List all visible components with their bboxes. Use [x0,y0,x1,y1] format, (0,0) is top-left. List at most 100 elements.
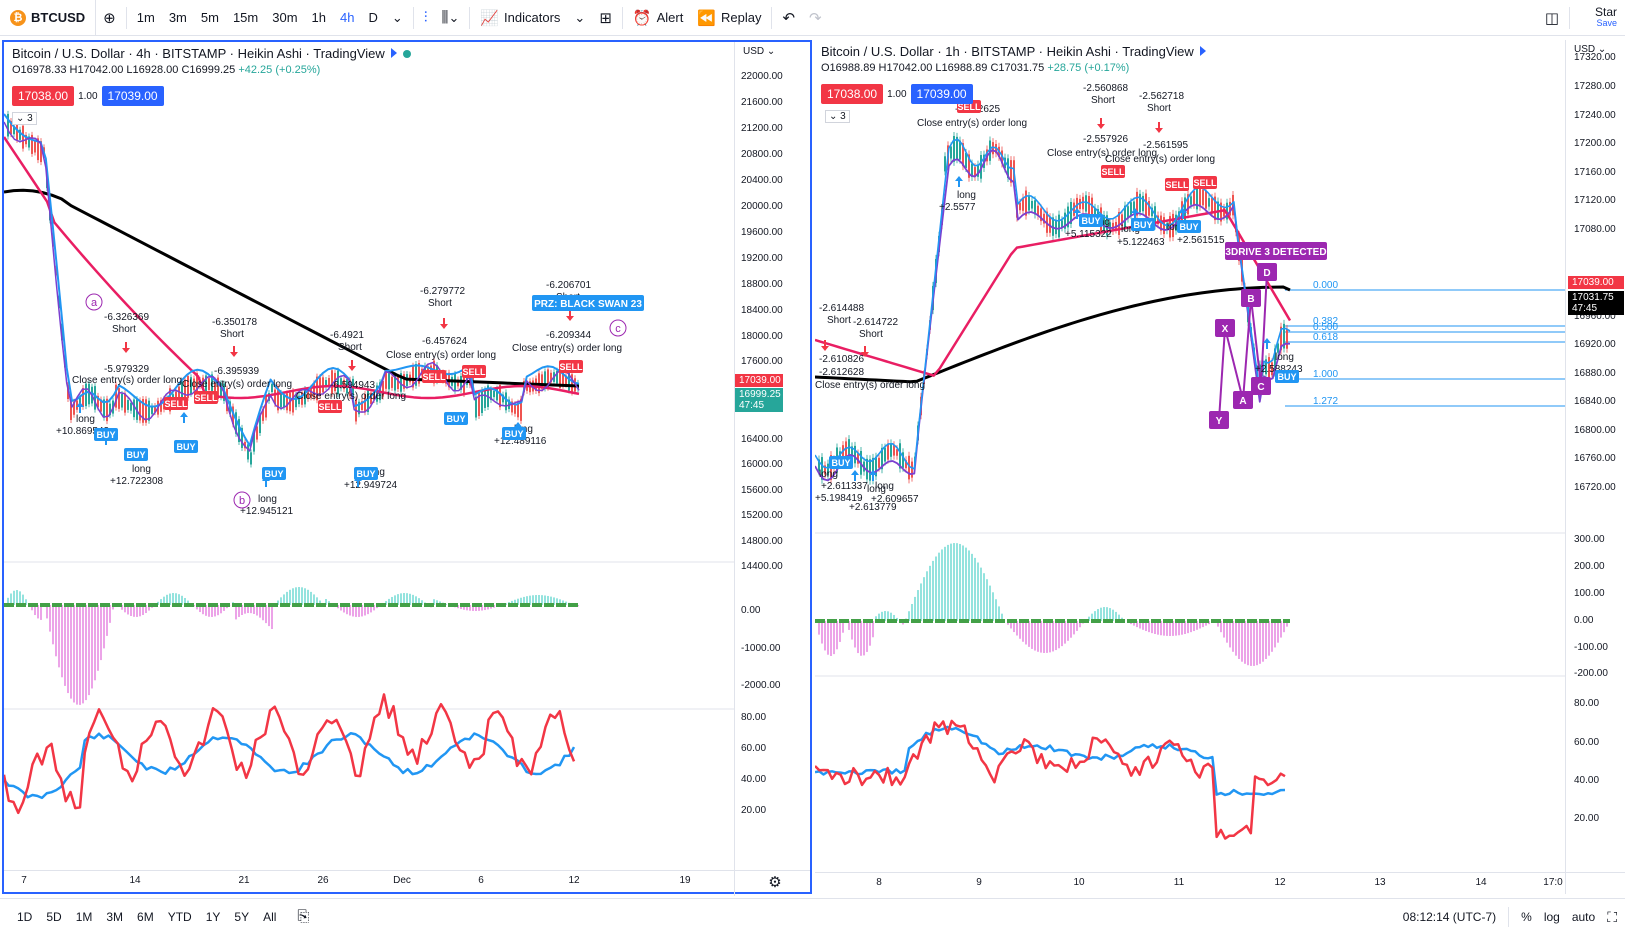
strategy-label: long [1167,222,1186,233]
interval-15m[interactable]: 15m [232,10,259,25]
flag-icon[interactable] [390,48,397,58]
buy-tag-label: BUY [176,442,195,452]
range-button-5y[interactable]: 5Y [234,909,250,924]
range-button-3m[interactable]: 3M [106,909,124,924]
strategy-value: +5.198419 [815,493,863,504]
settings-gear-button[interactable]: ⚙ [762,872,788,892]
interval-dropdown[interactable]: ⌄ [385,0,410,35]
candle-body [905,460,907,469]
redo-button[interactable]: ↷ [802,0,829,35]
interval-5m[interactable]: 5m [200,10,219,25]
candle-body [181,381,183,401]
undo-button[interactable]: ↶ [775,0,802,35]
time-axis-label: 12 [1274,877,1286,888]
candle-body [367,389,369,413]
candle-body [475,396,477,418]
buy-tag-label: BUY [1277,372,1296,382]
candle-body [499,384,501,408]
percent-toggle[interactable]: % [1521,910,1532,924]
candle-body [1133,201,1135,210]
spread-value: 1.00 [887,88,907,100]
strategy-label: Close entry(s) order long [917,118,1027,129]
interval-1m[interactable]: 1m [136,10,155,25]
sell-tag [1165,178,1189,191]
range-button-6m[interactable]: 6M [137,909,154,924]
strategy-label: long [875,481,894,492]
range-button-1d[interactable]: 1D [17,909,33,924]
save-layout-button[interactable]: Star Save [1573,6,1625,29]
candle-body [911,461,913,478]
sell-quote[interactable]: 17038.00 [821,84,884,104]
flag-icon[interactable] [1199,46,1206,56]
buy-tag [262,467,286,480]
bar-style-button[interactable]: ⫶ [417,0,435,35]
alert-button[interactable]: ⏰ Alert [626,0,690,35]
long-arrow-head [851,470,859,475]
indicators-dropdown[interactable]: ⌄ [567,0,592,35]
candle-body [1205,190,1207,209]
price-axis-label: 20000.00 [741,201,783,212]
currency-label[interactable]: USD ⌄ [743,46,776,57]
buy-quote[interactable]: 17039.00 [910,84,973,104]
range-button-5d[interactable]: 5D [46,909,62,924]
strategy-label: long [258,494,277,505]
short-arrow-head [821,346,829,351]
price-axis-4h[interactable]: USD ⌄ 22000.00 21600.00 21200.00 20800.00 20… [734,42,810,896]
chart-type-button[interactable]: ⫼ ⌄ [435,0,467,35]
price-axis-1h[interactable]: USD ⌄ 17320.00 17280.00 17240.00 17200.00 17… [1565,40,1625,894]
pattern-point-label: X [1222,324,1229,335]
pattern-point-label: D [1263,268,1270,279]
time-axis-4h[interactable]: 7 14 21 26 Dec 6 12 19 [4,870,810,892]
range-button-ytd[interactable]: YTD [167,909,192,924]
candle-body [541,374,543,389]
buy-tag [1131,218,1155,231]
candle-body [565,375,567,385]
chart-pane-1h[interactable]: 0.000 0.382 0.500 0.618 1.000 1.272 3DRIVE 3 D… [815,40,1625,894]
indicator-count[interactable]: ⌄ 3 [825,110,850,123]
sell-tag [422,370,446,383]
sell-quote[interactable]: 17038.00 [12,86,75,106]
auto-toggle[interactable]: auto [1571,910,1596,924]
pattern-point [1241,289,1261,307]
symbol-search[interactable]: ₿ BTCUSD [0,0,97,35]
strategy-value: +2.609657 [871,494,919,505]
candle-body [1208,198,1210,207]
log-toggle[interactable]: log [1543,910,1560,924]
date-range-button[interactable]: ⎘ [297,908,309,925]
fit-screen-button[interactable]: ⛶ [1607,909,1617,926]
interval-30m[interactable]: 30m [272,10,298,25]
candle-body [1040,208,1042,222]
long-arrow-head [1131,208,1139,213]
symbol-label: BTCUSD [31,10,86,25]
interval-4h[interactable]: 4h [340,10,355,25]
range-button-1y[interactable]: 1Y [205,909,221,924]
buy-quote[interactable]: 17039.00 [101,86,164,106]
range-buttons: 1D 5D 1M 3M 6M YTD 1Y 5Y All [0,910,283,924]
price-axis-label: 17600.00 [741,356,783,367]
compare-button[interactable]: ⊕ [96,0,123,35]
chart-pane-4h[interactable]: -6.326369 Short -5.979329 Close entry(s) or… [2,40,812,896]
interval-d[interactable]: D [368,10,378,25]
fib-level-label: 1.272 [1313,396,1338,407]
buy-tag-label: BUY [96,430,115,440]
replay-button[interactable]: ⏪ Replay [690,0,768,35]
candle-body [133,399,135,418]
clock-readout[interactable]: 08:12:14 (UTC-7) [1402,910,1497,924]
range-button-all[interactable]: All [263,909,277,924]
oscillator-axis-label: -2000.00 [741,680,781,691]
wave-label: b [239,495,245,507]
currency-label[interactable]: USD ⌄ [1574,44,1607,55]
range-button-1m[interactable]: 1M [75,909,93,924]
time-axis-1h[interactable]: 8 9 10 11 12 13 14 17:0 [815,872,1625,894]
indicator-count[interactable]: ⌄ 3 [12,112,37,125]
interval-3m[interactable]: 3m [168,10,187,25]
candle-body [394,375,396,391]
interval-1h[interactable]: 1h [311,10,326,25]
candle-body [31,134,33,154]
sell-tag-label: SELL [462,367,486,377]
layout-button[interactable]: ⊞ [592,0,619,35]
fullscreen-button[interactable]: ◫ [1538,0,1566,36]
indicators-button[interactable]: 📈 Indicators [473,0,567,35]
